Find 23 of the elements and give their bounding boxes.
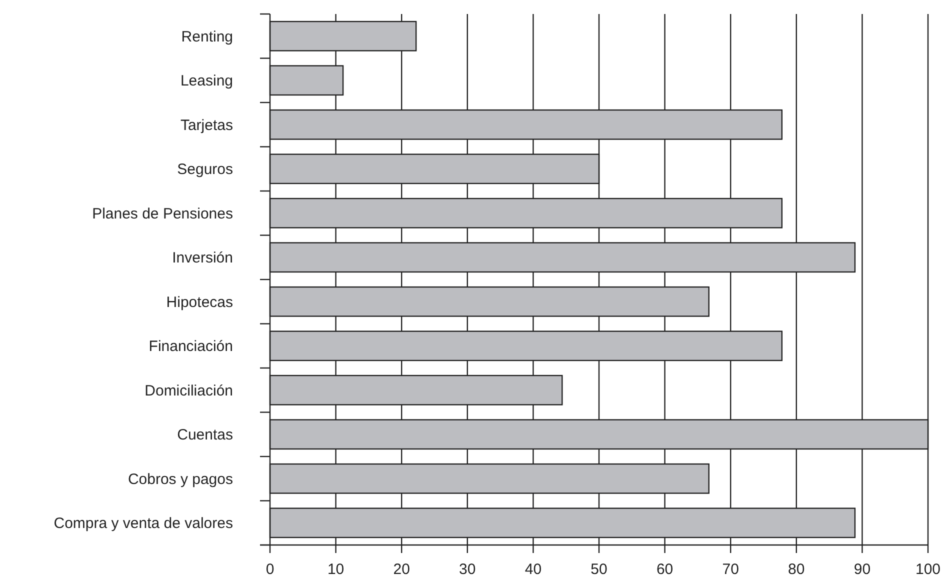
y-tick-label: Domiciliación xyxy=(144,382,233,400)
x-tick-label: 50 xyxy=(590,561,608,578)
x-tick-label: 100 xyxy=(915,561,941,578)
y-tick-label: Tarjetas xyxy=(180,116,233,134)
y-tick-label: Renting xyxy=(181,28,233,46)
x-tick-label: 30 xyxy=(459,561,476,578)
x-tick-label: 90 xyxy=(854,561,871,578)
x-tick-label: 60 xyxy=(656,561,674,578)
x-tick-label: 20 xyxy=(393,561,410,578)
x-tick-label: 0 xyxy=(266,561,274,578)
x-tick-label: 40 xyxy=(524,561,542,578)
x-tick-label: 80 xyxy=(788,561,805,578)
y-tick-label: Planes de Pensiones xyxy=(92,205,233,222)
y-tick-label: Hipotecas xyxy=(166,294,233,311)
y-tick-label: Inversión xyxy=(172,250,233,267)
x-tick-label: 70 xyxy=(722,561,739,578)
y-tick-label: Cuentas xyxy=(177,426,233,444)
y-tick-label: Compra y venta de valores xyxy=(54,515,233,532)
y-tick-label: Leasing xyxy=(180,72,233,90)
x-tick-label: 10 xyxy=(327,561,344,578)
y-tick-label: Cobros y pagos xyxy=(128,470,233,488)
y-tick-label: Seguros xyxy=(177,161,233,178)
y-tick-label: Financiación xyxy=(148,338,233,356)
